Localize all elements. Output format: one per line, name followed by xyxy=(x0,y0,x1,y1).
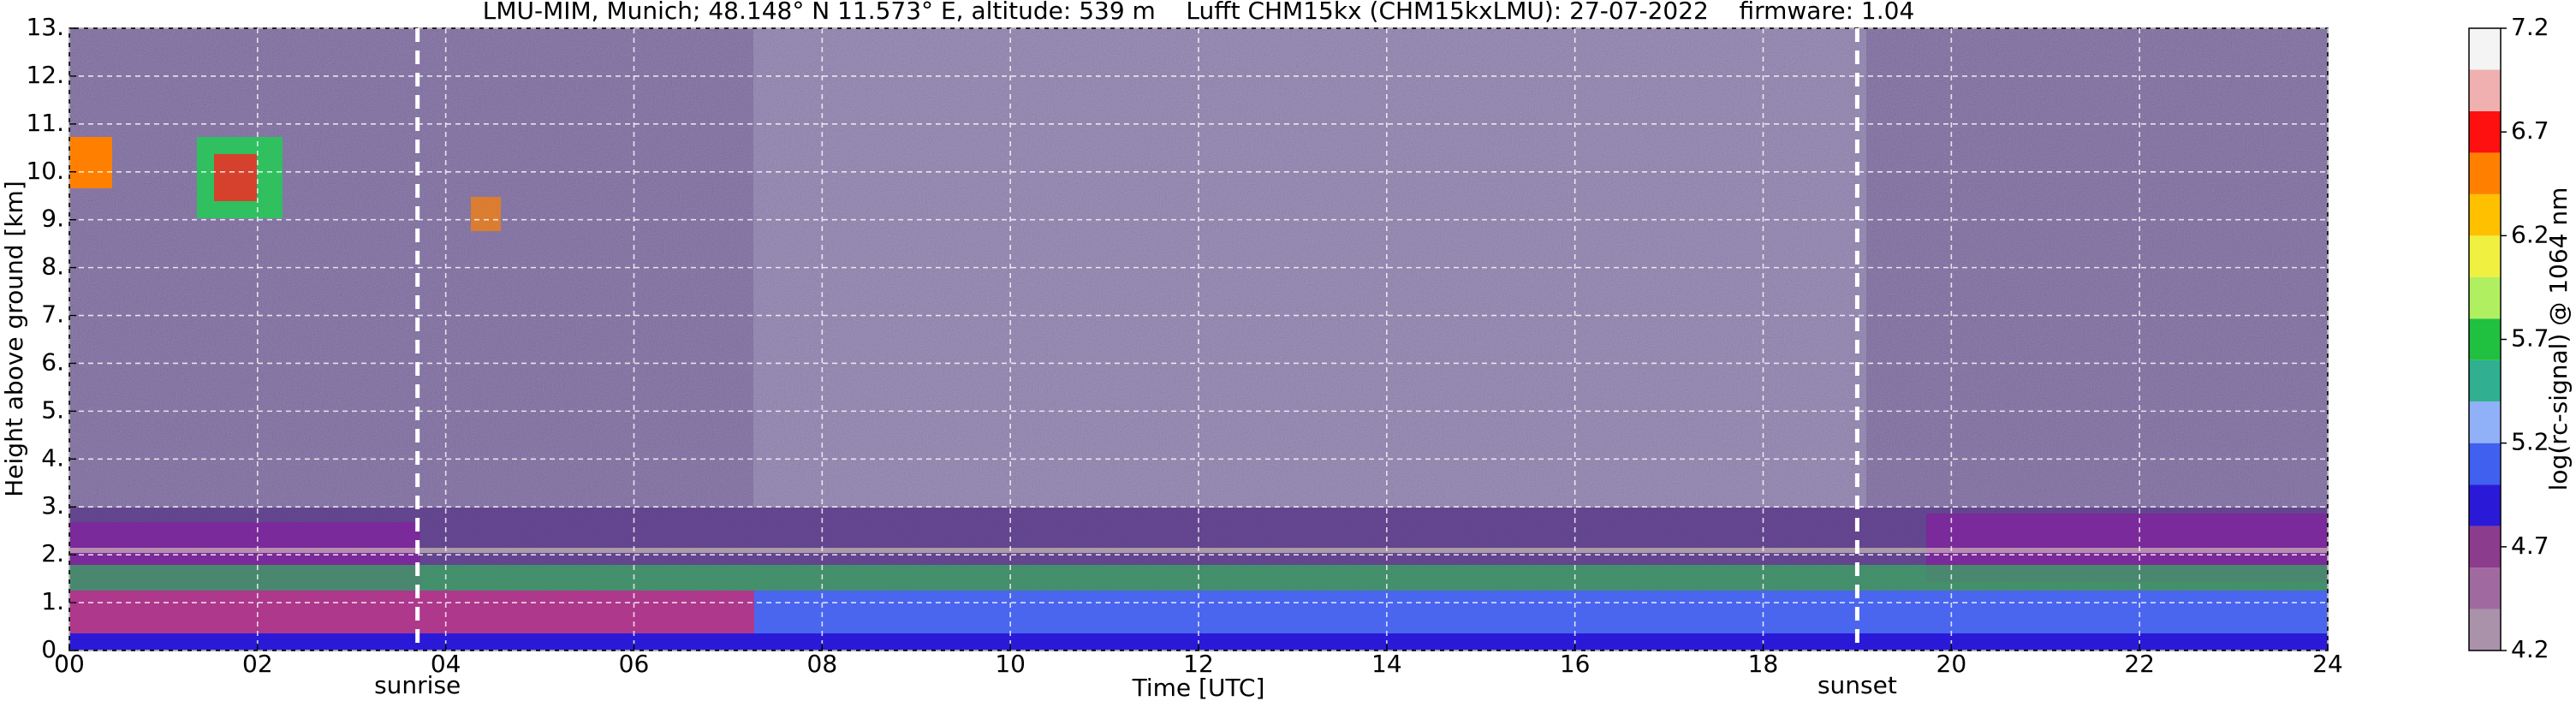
y-tick-label: 7. xyxy=(41,300,64,329)
y-tick-label: 10. xyxy=(26,157,64,185)
colorbar-band xyxy=(2469,484,2501,526)
x-tick-label: 10 xyxy=(995,650,1026,678)
x-tick-label: 22 xyxy=(2124,650,2155,678)
y-tick-label: 11. xyxy=(26,109,64,137)
y-tick-label: 6. xyxy=(41,348,64,376)
colorbar-band xyxy=(2469,526,2501,568)
colorbar-tick-label: 6.7 xyxy=(2511,116,2549,145)
y-tick-label: 5. xyxy=(41,395,64,424)
colorbar-tick-label: 7.2 xyxy=(2511,13,2549,41)
y-tick-label: 2. xyxy=(41,539,64,567)
colorbar-band xyxy=(2469,567,2501,609)
x-tick-label: 12 xyxy=(1183,650,1214,678)
colorbar-band xyxy=(2469,69,2501,111)
y-tick-label: 3. xyxy=(41,491,64,520)
x-tick-label: 04 xyxy=(431,650,461,678)
x-tick-label: 16 xyxy=(1560,650,1591,678)
colorbar-band xyxy=(2469,235,2501,277)
x-axis-label: Time [UTC] xyxy=(1132,674,1265,702)
colorbar-tick-label: 5.7 xyxy=(2511,324,2549,353)
y-tick-label: 8. xyxy=(41,253,64,281)
colorbar-band xyxy=(2469,609,2501,651)
x-tick-label: 14 xyxy=(1371,650,1402,678)
annotation-label: sunrise xyxy=(374,671,461,699)
colorbar-band xyxy=(2469,193,2501,236)
x-tick-label: 02 xyxy=(242,650,273,678)
x-tick-label: 00 xyxy=(54,650,85,678)
y-tick-label: 13. xyxy=(26,13,64,41)
colorbar-label: log(rc-signal) @ 1064 nm xyxy=(2544,187,2573,491)
colorbar-band xyxy=(2469,28,2501,70)
colorbar-tick-label: 6.2 xyxy=(2511,220,2549,248)
colorbar-tick-label: 4.2 xyxy=(2511,635,2549,663)
chart-title: LMU-MIM, Munich; 48.148° N 11.573° E, al… xyxy=(483,0,1915,25)
colorbar-band xyxy=(2469,443,2501,485)
x-tick-label: 08 xyxy=(807,650,838,678)
colorbar-band xyxy=(2469,110,2501,153)
y-tick-label: 9. xyxy=(41,205,64,233)
y-tick-label: 0. xyxy=(41,635,64,663)
colorbar-tick-label: 4.7 xyxy=(2511,532,2549,560)
colorbar-band xyxy=(2469,276,2501,319)
colorbar-band xyxy=(2469,359,2501,402)
x-tick-label: 20 xyxy=(1936,650,1967,678)
x-tick-label: 18 xyxy=(1748,650,1779,678)
x-tick-label: 06 xyxy=(619,650,650,678)
y-tick-label: 1. xyxy=(41,587,64,615)
annotation-label: sunset xyxy=(1817,671,1897,699)
colorbar-band xyxy=(2469,318,2501,360)
y-tick-label: 12. xyxy=(26,61,64,89)
colorbar-band xyxy=(2469,152,2501,194)
y-tick-label: 4. xyxy=(41,443,64,472)
y-axis-label: Height above ground [km] xyxy=(0,181,28,497)
x-tick-label: 24 xyxy=(2312,650,2343,678)
colorbar-tick-label: 5.2 xyxy=(2511,428,2549,456)
colorbar-band xyxy=(2469,401,2501,443)
